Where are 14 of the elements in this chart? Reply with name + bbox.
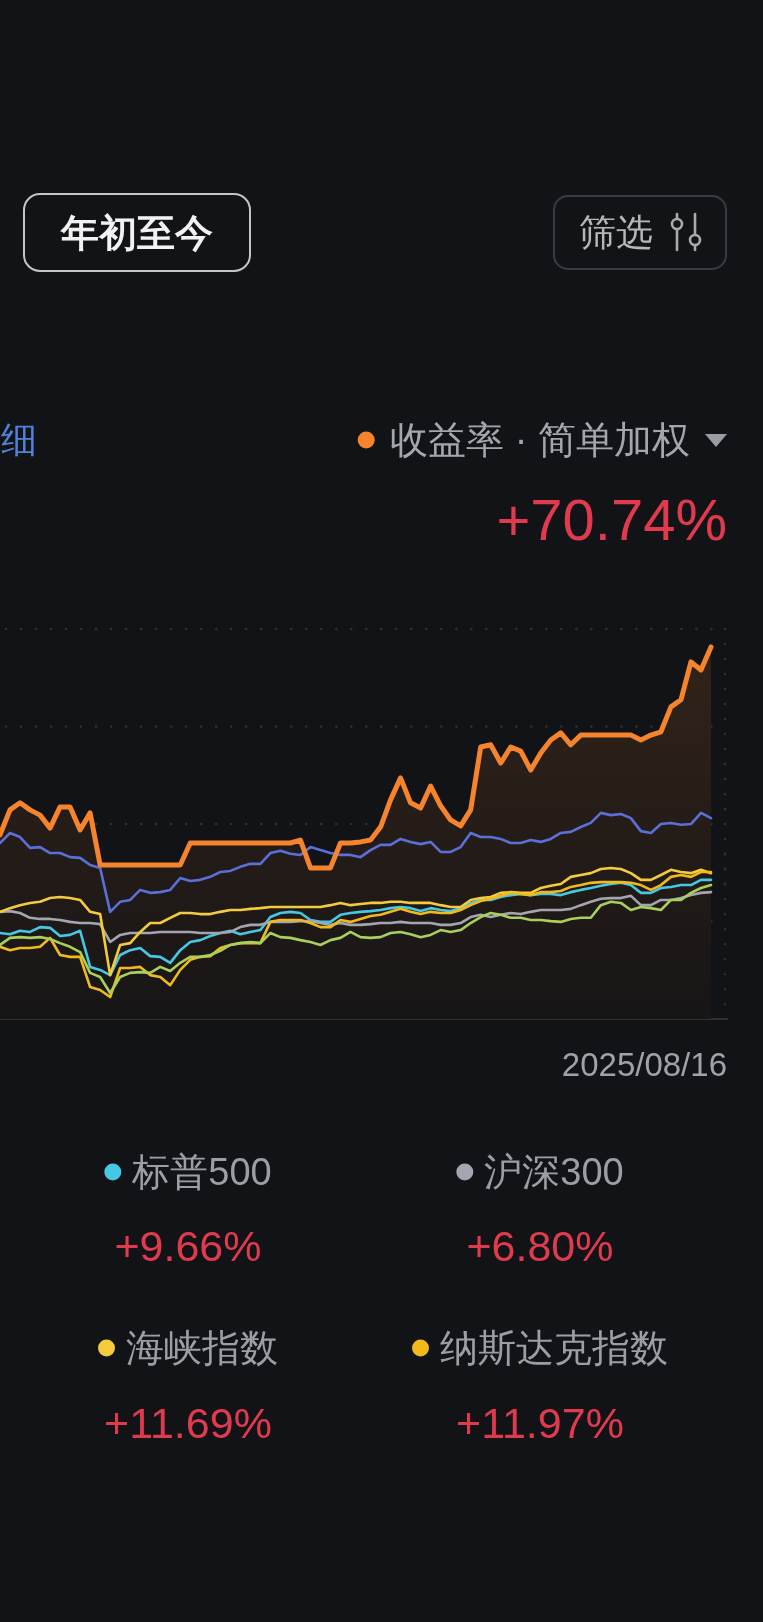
text: +6.80% [466, 1222, 614, 1270]
text: +11.69% [104, 1399, 272, 1447]
x-axis-title: 2025/08/16 [561, 1046, 727, 1083]
text: 细 [1, 419, 37, 460]
legend-label: 纳斯达克指数 [440, 1327, 668, 1369]
legend-label: 海峡指数 [126, 1327, 278, 1369]
legend-label: 沪深300 [484, 1151, 624, 1193]
legend-label: 收益率 · 简单加权 [390, 419, 690, 461]
text: +9.66% [114, 1222, 262, 1270]
chart-title: 年初至今 [60, 212, 213, 254]
text: +70.74% [496, 487, 727, 552]
legend-label: 标普500 [131, 1151, 272, 1193]
text: 筛选 [579, 212, 653, 253]
text: +11.97% [456, 1399, 624, 1447]
